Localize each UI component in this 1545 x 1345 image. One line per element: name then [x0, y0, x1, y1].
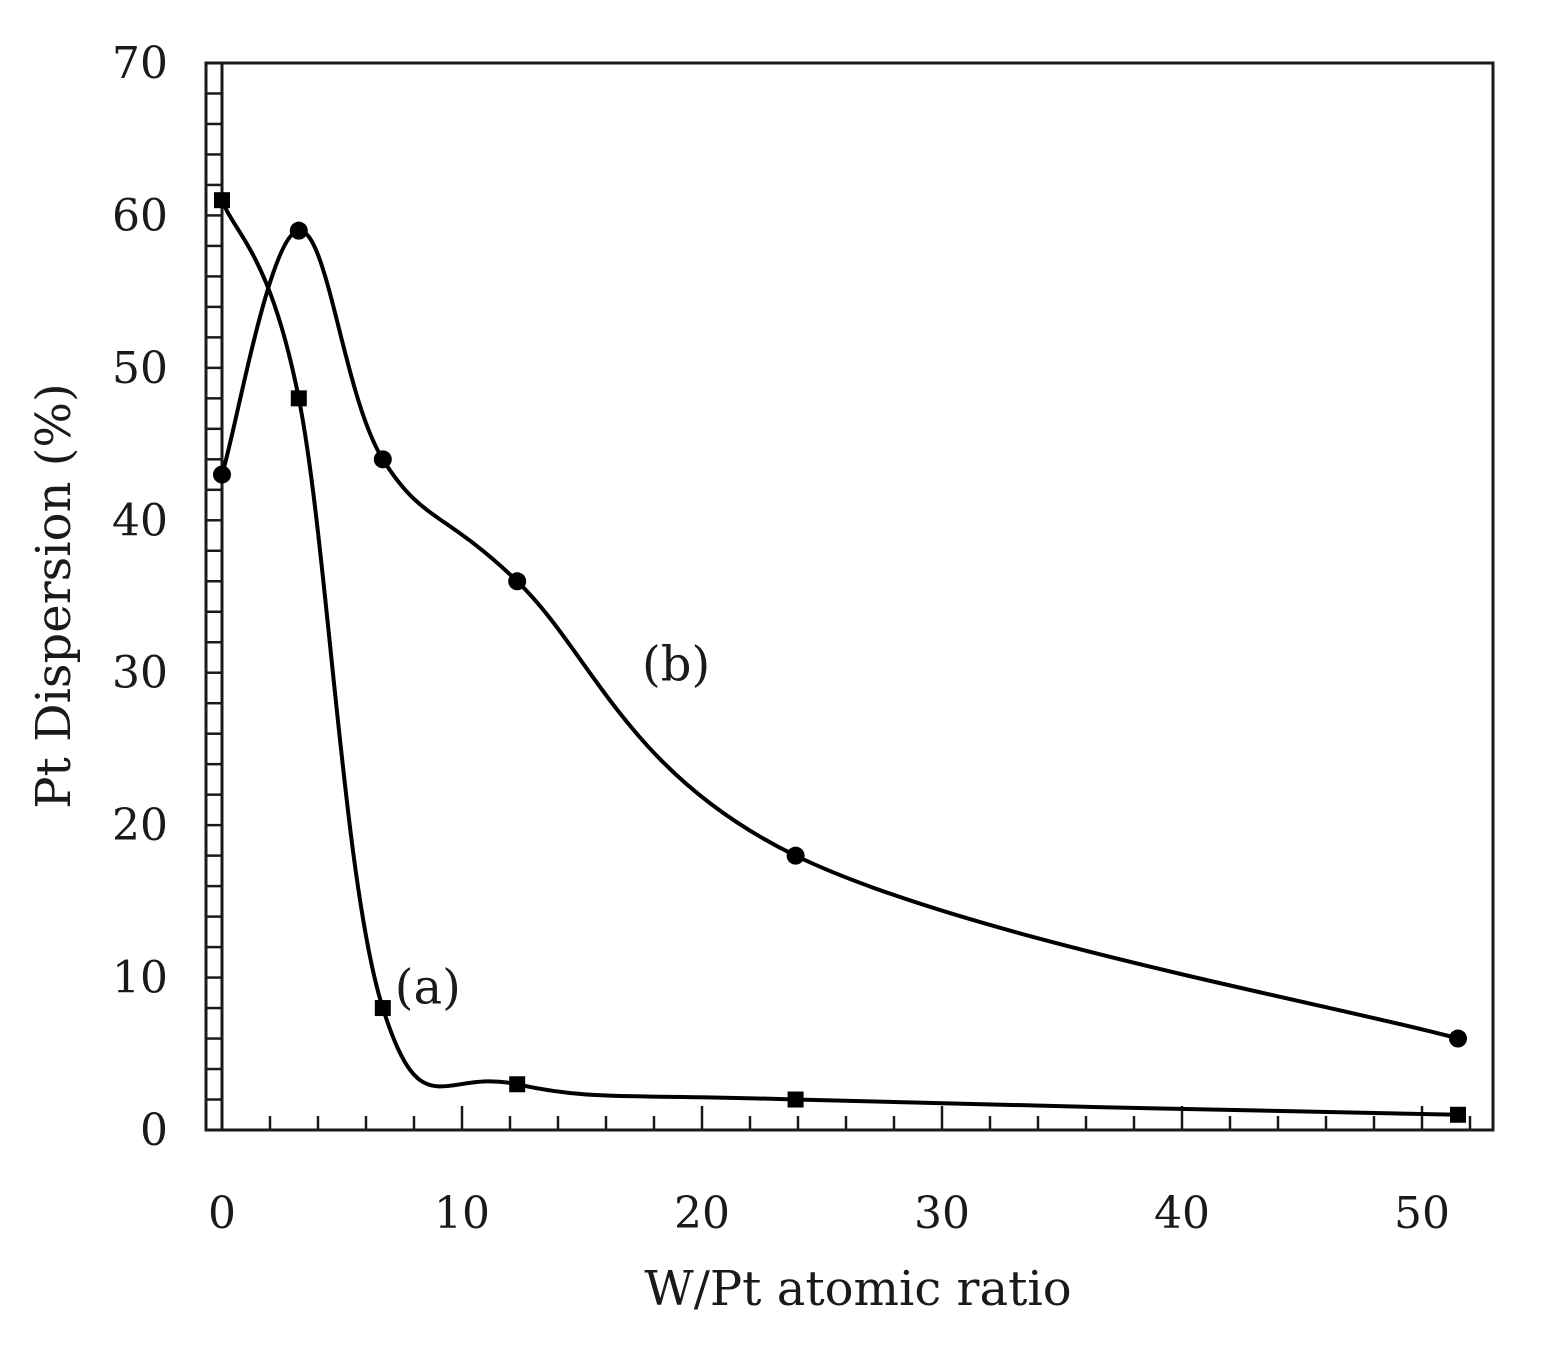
y-tick-label: 70 — [112, 38, 168, 89]
circle-marker — [289, 221, 308, 240]
y-tick-label: 30 — [112, 648, 168, 699]
y-tick-label: 60 — [112, 190, 168, 241]
circle-marker — [213, 465, 231, 484]
plot-frame — [204, 61, 1495, 1132]
square-marker — [290, 390, 307, 407]
y-tick-label: 0 — [140, 1105, 168, 1156]
series-label-a: (a) — [395, 959, 461, 1015]
circle-marker — [1449, 1029, 1467, 1048]
square-marker — [787, 1091, 804, 1108]
y-tick-label: 40 — [112, 495, 168, 546]
x-tick-label: 20 — [674, 1188, 730, 1239]
y-tick-label: 20 — [112, 800, 168, 851]
square-marker — [214, 192, 230, 209]
x-tick-label: 0 — [208, 1188, 236, 1239]
series-label-b: (b) — [642, 636, 710, 692]
axes — [204, 61, 1495, 1132]
circle-marker — [373, 450, 392, 469]
x-axis-title: W/Pt atomic ratio — [644, 1261, 1071, 1317]
square-marker — [1450, 1106, 1466, 1123]
x-tick-label: 30 — [914, 1188, 970, 1239]
x-tick-label: 50 — [1394, 1188, 1450, 1239]
y-tick-label: 10 — [112, 953, 168, 1004]
circle-marker — [508, 572, 527, 591]
square-marker — [509, 1076, 526, 1093]
y-tick-label: 50 — [112, 343, 168, 394]
markers — [213, 192, 1467, 1123]
series-line-b — [220, 228, 1459, 1041]
square-marker — [374, 1000, 391, 1017]
labels: W/Pt atomic ratio Pt Dispersion (%) 0 10 2… — [26, 38, 1450, 1317]
x-tick-label: 40 — [1154, 1188, 1210, 1239]
y-axis-title: Pt Dispersion (%) — [26, 383, 82, 809]
x-tick-label: 10 — [434, 1188, 490, 1239]
circle-marker — [786, 846, 805, 865]
ticks — [206, 61, 1472, 1132]
